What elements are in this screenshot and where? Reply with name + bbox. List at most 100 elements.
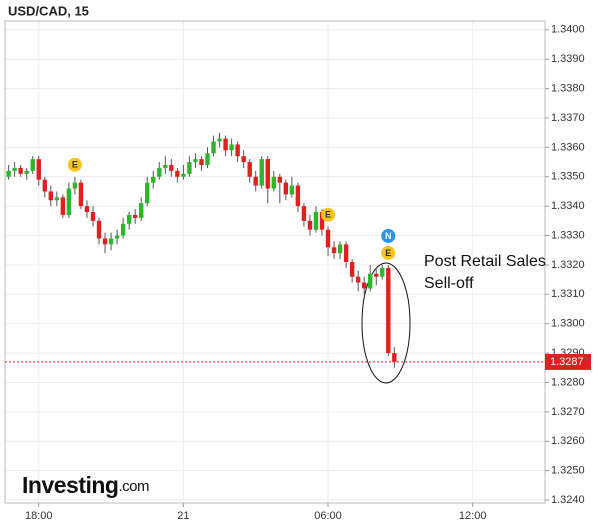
candle-body <box>199 159 204 166</box>
y-tick-label: 1.3380 <box>551 83 585 95</box>
candle-body <box>211 141 216 154</box>
last-price-box <box>545 353 591 370</box>
candle-body <box>6 170 11 177</box>
event-marker <box>321 207 336 222</box>
candle-body <box>157 167 162 177</box>
candle-body <box>253 176 258 186</box>
candle-body <box>380 267 385 277</box>
candle-body <box>78 182 84 207</box>
candle-body <box>114 235 120 239</box>
candle-body <box>374 273 379 277</box>
y-tick-label: 1.3280 <box>551 376 585 388</box>
event-marker <box>67 157 82 172</box>
candle-body <box>151 176 156 183</box>
candle-body <box>361 282 367 289</box>
annotation: Sell-off <box>424 275 474 292</box>
y-tick-label: 1.3340 <box>551 200 585 212</box>
candle-body <box>139 203 144 218</box>
y-tick-label: 1.3360 <box>551 141 585 153</box>
candle-body <box>30 159 35 171</box>
candle-body <box>259 159 264 186</box>
y-tick-label: 1.3390 <box>551 53 585 65</box>
candle-body <box>84 206 90 213</box>
y-tick-label: 1.3260 <box>551 435 585 447</box>
candle-body <box>60 197 66 215</box>
candle-body <box>319 212 325 230</box>
chart-title: USD/CAD, 15 <box>8 3 89 18</box>
candle-body <box>337 244 343 254</box>
candle-body <box>163 165 168 168</box>
candle-body <box>72 182 78 189</box>
candle-body <box>66 188 72 215</box>
candle-body <box>96 220 102 239</box>
candle-body <box>42 179 47 192</box>
candle-body <box>265 159 270 189</box>
candle-body <box>343 244 349 262</box>
y-tick-label: 1.3330 <box>551 229 585 241</box>
candle-body <box>277 176 283 183</box>
candle-body <box>235 144 240 157</box>
candle-body <box>12 167 17 171</box>
highlight-ellipse <box>361 262 411 384</box>
candle-body <box>90 212 96 221</box>
candle-body <box>307 220 313 230</box>
logo-text: Investing <box>22 472 118 498</box>
plot-frame <box>4 20 546 504</box>
y-tick-label: 1.3270 <box>551 406 585 418</box>
candle-body <box>193 159 198 163</box>
candle-body <box>169 165 174 171</box>
candle-body <box>108 238 114 245</box>
candle-body <box>301 206 307 221</box>
x-tick-label: 18:00 <box>25 510 53 522</box>
y-tick-label: 1.3300 <box>551 318 585 330</box>
candle-body <box>145 182 150 204</box>
event-label: E <box>325 210 331 220</box>
candle-body <box>331 247 337 254</box>
annotation: Post Retail Sales <box>424 253 546 270</box>
event-label: E <box>385 248 391 258</box>
candle-body <box>102 238 108 245</box>
candle-body <box>24 170 29 174</box>
y-tick-label: 1.3350 <box>551 171 585 183</box>
y-tick-label: 1.3400 <box>551 24 585 36</box>
candle-body <box>54 197 60 201</box>
y-tick-label: 1.3320 <box>551 259 585 271</box>
candle-body <box>18 167 23 174</box>
y-tick-label: 1.3370 <box>551 112 585 124</box>
candle-body <box>181 173 186 177</box>
candle-body <box>349 262 355 277</box>
candle-body <box>295 185 301 207</box>
event-marker <box>381 245 396 260</box>
candle-body <box>120 223 126 236</box>
candle-body <box>36 159 41 180</box>
candle-body <box>175 170 180 177</box>
y-tick-label: 1.3250 <box>551 465 585 477</box>
x-tick-label: 06:00 <box>314 510 342 522</box>
x-tick-label: 21 <box>177 510 189 522</box>
candle-body <box>386 267 391 354</box>
candle-body <box>355 276 361 283</box>
last-price-label: 1.3287 <box>550 356 584 368</box>
event-label: E <box>72 160 78 170</box>
candle-body <box>205 153 210 166</box>
event-label: N <box>385 231 392 241</box>
candle-body <box>48 191 54 201</box>
y-tick-label: 1.3310 <box>551 288 585 300</box>
candle-body <box>187 162 192 174</box>
candle-body <box>241 156 246 163</box>
candle-body <box>392 353 397 362</box>
candle-body <box>132 214 138 218</box>
logo-suffix: .com <box>118 478 149 495</box>
candle-body <box>217 138 222 142</box>
logo: Investing.com <box>22 472 149 498</box>
candle-body <box>223 138 228 151</box>
candle-body <box>229 144 234 151</box>
y-tick-label: 1.3240 <box>551 494 585 506</box>
candle-body <box>325 229 331 248</box>
candle-body <box>247 162 252 177</box>
candle-body <box>283 182 289 195</box>
candle-body <box>289 185 295 195</box>
event-marker <box>381 228 396 243</box>
